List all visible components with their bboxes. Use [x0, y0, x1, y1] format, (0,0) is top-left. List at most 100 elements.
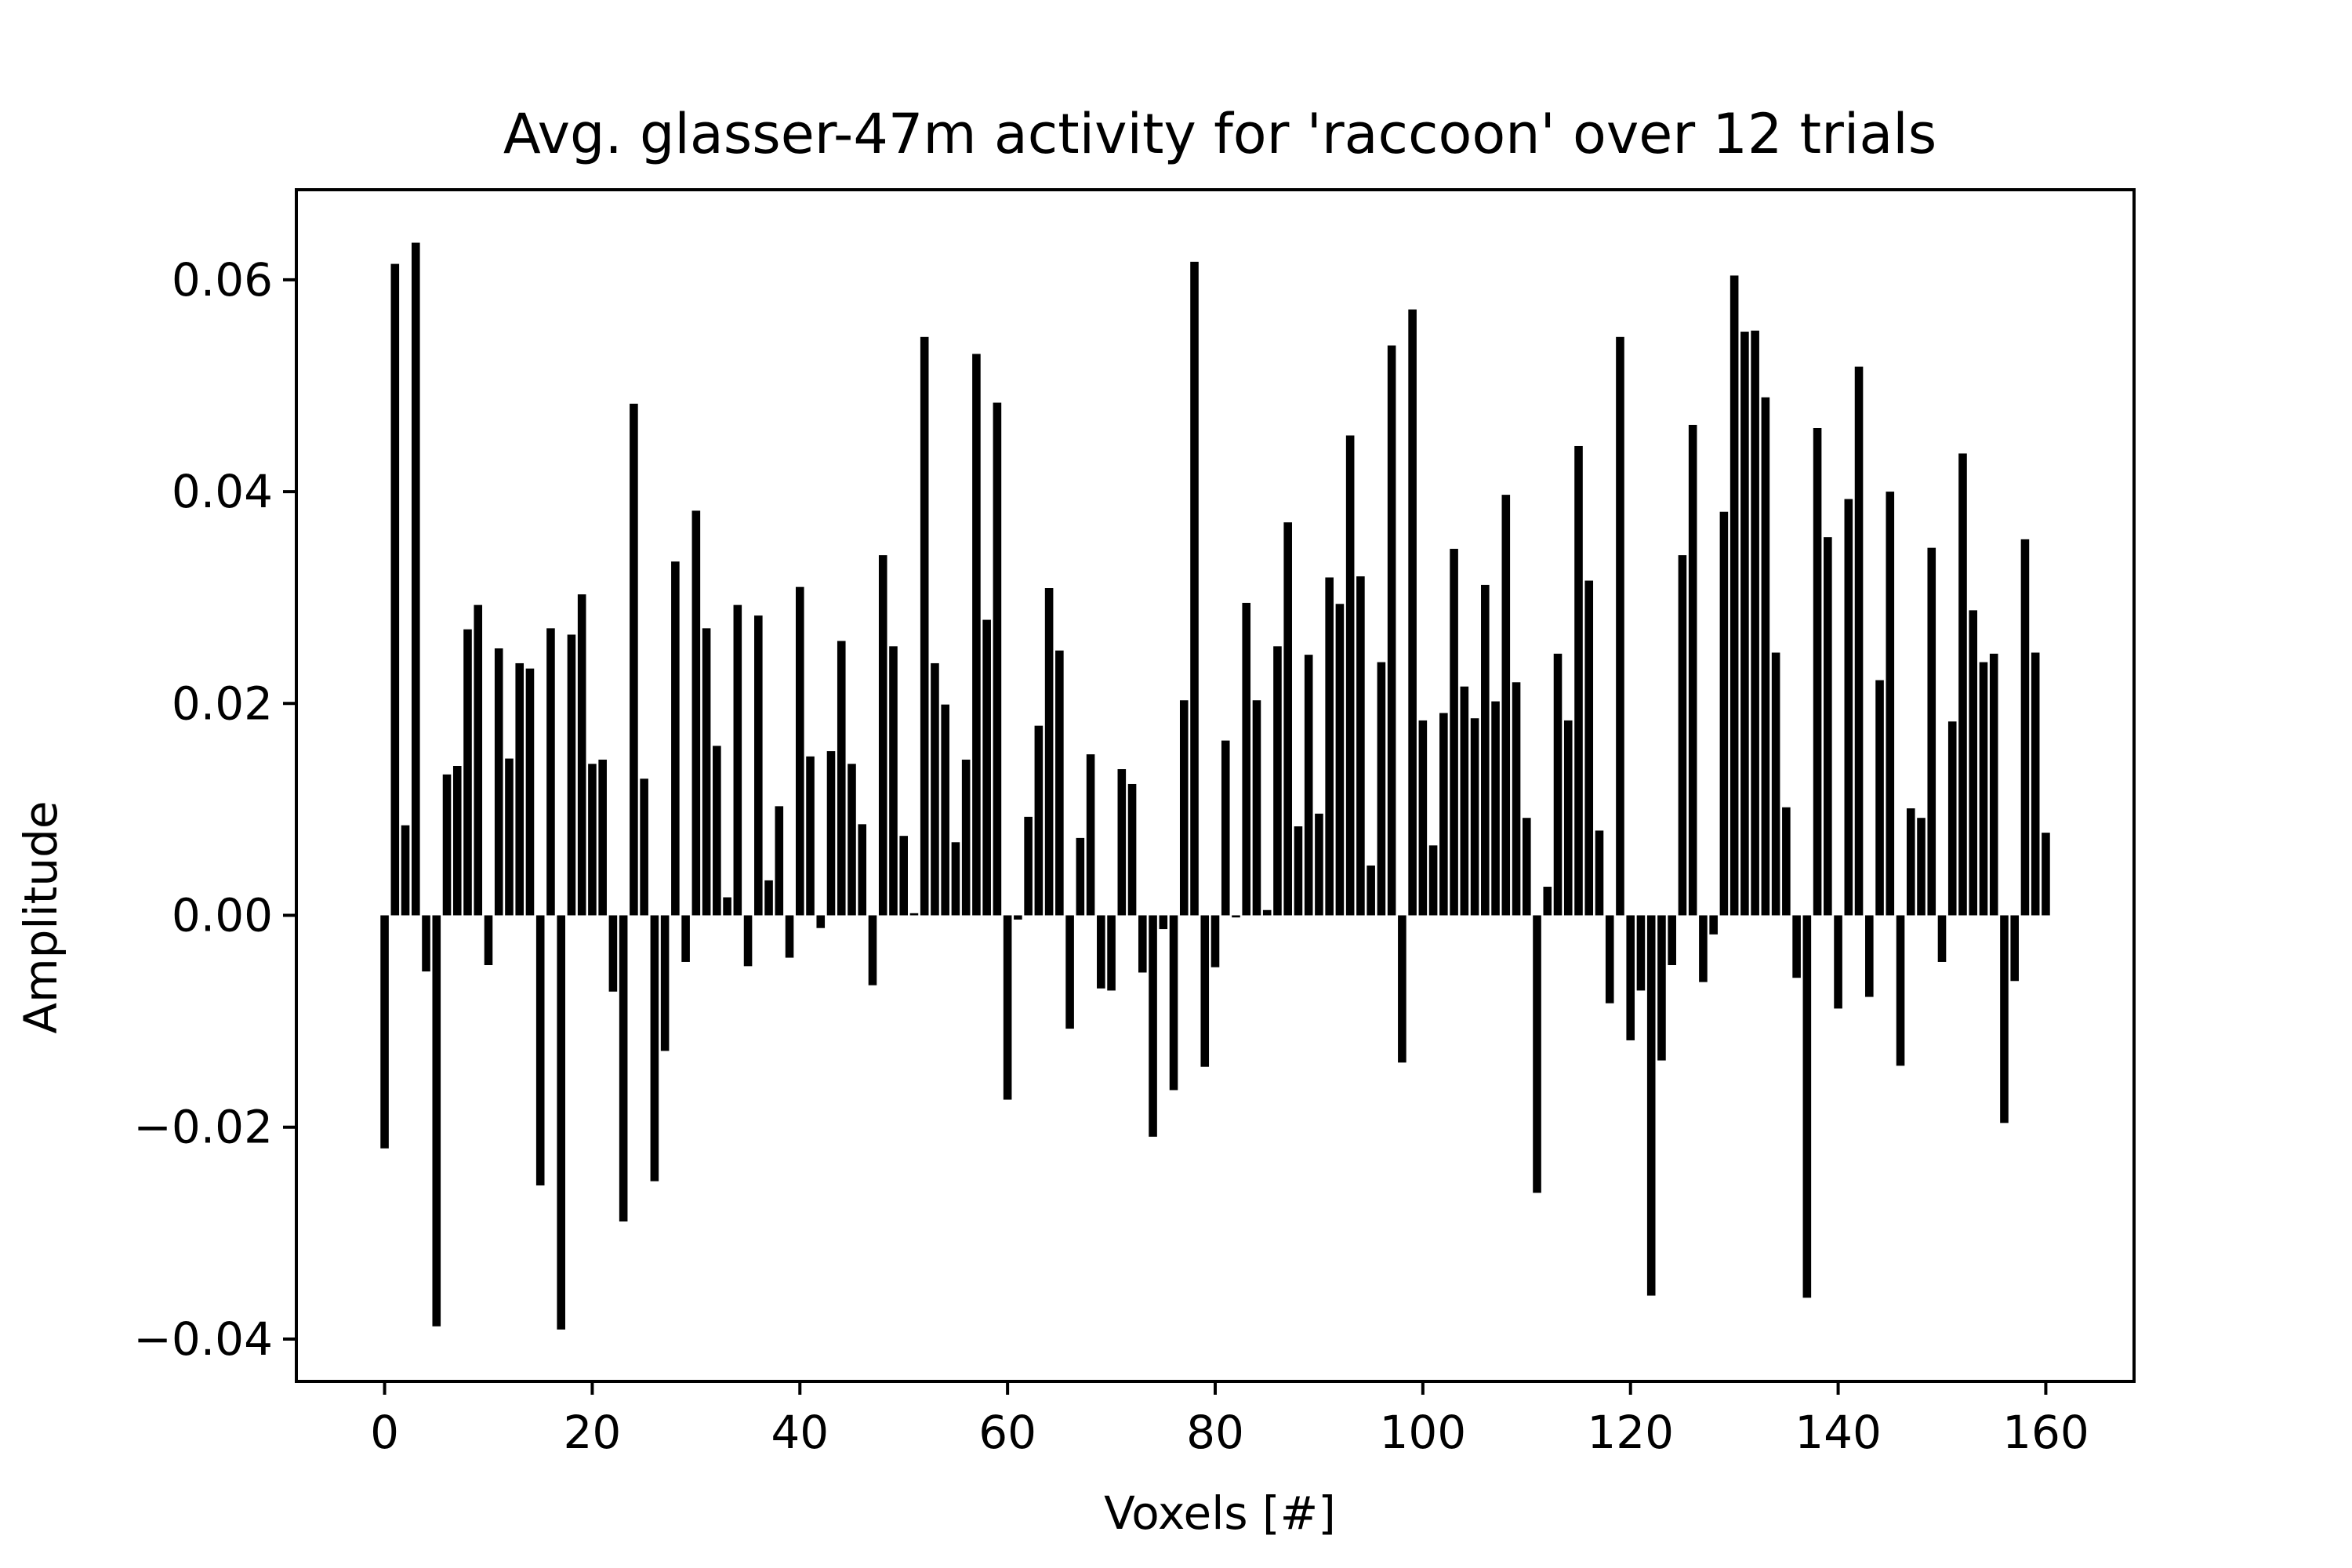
x-tick-label: 0 [370, 1406, 399, 1459]
bar [1450, 549, 1458, 916]
bar [1315, 813, 1323, 916]
bar [2020, 539, 2030, 916]
bar [1699, 915, 1708, 982]
bar [505, 758, 514, 916]
bar [484, 915, 493, 966]
bar [1367, 866, 1375, 916]
chart-title: Avg. glasser-47m activity for 'raccoon' … [503, 102, 1936, 166]
bar [1294, 826, 1303, 916]
bar [1668, 915, 1676, 966]
bar [452, 766, 462, 916]
bar [1242, 602, 1251, 916]
bar [1097, 915, 1105, 989]
bar [837, 641, 846, 916]
bar [1512, 682, 1521, 916]
bar [671, 561, 680, 916]
bar [1221, 740, 1230, 916]
x-tick-label: 160 [2002, 1406, 2089, 1459]
bar [1906, 808, 1915, 916]
bar [1719, 511, 1729, 916]
bar [931, 662, 939, 916]
bar [723, 897, 731, 916]
bar [961, 759, 971, 916]
bars-group [380, 242, 2050, 1330]
bar [982, 619, 991, 916]
bar [899, 836, 908, 916]
bar [1190, 261, 1199, 916]
bar [1283, 522, 1292, 916]
y-axis-label: Amplitude [14, 800, 67, 1033]
bar [1678, 555, 1687, 916]
bar [1024, 816, 1033, 916]
bar [1304, 655, 1313, 916]
bar [619, 915, 628, 1221]
bar [525, 668, 535, 916]
bar [754, 615, 763, 916]
bar [494, 648, 503, 916]
bar [1439, 713, 1448, 916]
bar [1127, 783, 1137, 916]
bar [390, 263, 400, 916]
bar [1200, 915, 1210, 1067]
bar [1428, 845, 1438, 916]
x-tick-label: 140 [1795, 1406, 1882, 1459]
bar [1761, 397, 1770, 916]
bar [1107, 915, 1116, 991]
bar [1574, 445, 1583, 916]
bar [713, 746, 721, 916]
bar [1356, 576, 1365, 916]
bar [1481, 584, 1490, 916]
bar [702, 628, 711, 916]
bar [1854, 366, 1864, 916]
bar [432, 915, 441, 1327]
bar [660, 915, 670, 1051]
bar [1117, 769, 1127, 916]
bar [858, 824, 867, 916]
bar [1969, 610, 1978, 916]
x-tick-label: 60 [978, 1406, 1036, 1459]
bar [1034, 725, 1044, 916]
bar [951, 842, 960, 916]
bar [546, 628, 555, 916]
bar [1044, 588, 1054, 916]
bar [1149, 915, 1157, 1137]
bar [1792, 915, 1801, 978]
bar [816, 915, 826, 928]
bar [691, 510, 701, 916]
bar [1896, 915, 1905, 1066]
bar [380, 915, 389, 1149]
bar [1210, 915, 1220, 967]
bar [1844, 499, 1853, 916]
bar [588, 764, 597, 916]
x-tick-label: 100 [1379, 1406, 1466, 1459]
bar [972, 354, 981, 916]
bar [1947, 721, 1957, 916]
bar [1782, 807, 1791, 916]
bar [1179, 700, 1189, 916]
bar [1626, 915, 1635, 1040]
bar [1595, 830, 1604, 916]
bar [1937, 915, 1947, 962]
bar [2031, 652, 2040, 916]
bar [1927, 547, 1936, 916]
bar [1262, 909, 1272, 916]
bar [1771, 652, 1780, 916]
bar [1065, 915, 1074, 1029]
bar [1335, 604, 1345, 916]
bar [1232, 915, 1240, 918]
bar [1802, 915, 1812, 1298]
bar [993, 402, 1002, 916]
bar [775, 806, 784, 916]
y-tick-label: −0.02 [133, 1101, 273, 1154]
x-tick-label: 80 [1186, 1406, 1244, 1459]
bar [401, 825, 410, 916]
x-tick-label: 20 [564, 1406, 622, 1459]
bar [1543, 887, 1552, 916]
x-axis-label: Voxels [#] [1104, 1486, 1336, 1540]
bar [1646, 915, 1656, 1296]
y-tick-label: 0.02 [172, 677, 273, 730]
bar [650, 915, 659, 1181]
bar [909, 913, 919, 916]
y-axis: −0.04 −0.02 0.00 0.02 0.04 0.06 [133, 253, 296, 1366]
bar [1491, 701, 1500, 916]
